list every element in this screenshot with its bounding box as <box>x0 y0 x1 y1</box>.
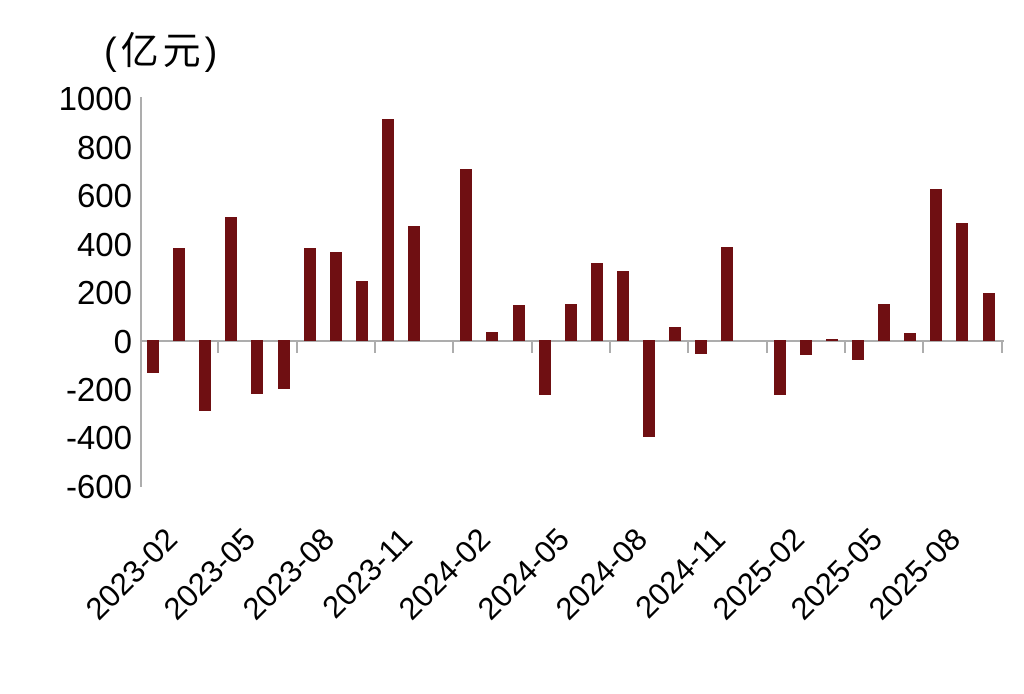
x-axis-tick <box>687 342 690 353</box>
y-axis-label--200: -200 <box>65 370 132 408</box>
bar-2023-07 <box>277 340 290 389</box>
chart-unit-label: (亿元) <box>104 31 222 73</box>
y-axis-label-0: 0 <box>113 322 132 360</box>
bar-2025-09 <box>956 222 969 342</box>
x-axis-tick <box>530 342 533 353</box>
bar-2024-09 <box>643 340 656 438</box>
bar-2023-06 <box>251 340 264 394</box>
bar-2023-12 <box>408 226 421 342</box>
x-axis-tick <box>1000 342 1003 353</box>
x-axis-tick <box>452 342 455 353</box>
bar-2023-02 <box>147 340 160 373</box>
y-axis-label--400: -400 <box>65 419 132 457</box>
bar-2025-03 <box>799 340 812 355</box>
x-axis-tick <box>608 342 611 353</box>
bar-2024-04 <box>512 305 525 342</box>
x-axis-tick <box>373 342 376 353</box>
x-axis-tick <box>295 342 298 353</box>
x-axis-tick <box>217 342 220 353</box>
x-axis-tick <box>765 342 768 353</box>
bar-2024-12 <box>721 247 734 342</box>
y-axis-label--600: -600 <box>65 467 132 505</box>
bar-2024-07 <box>590 262 603 342</box>
bar-2023-11 <box>382 118 395 342</box>
y-axis-label-600: 600 <box>76 177 132 215</box>
bar-2024-02 <box>460 169 473 342</box>
bar-2025-08 <box>930 188 943 342</box>
bar-2025-02 <box>773 340 786 395</box>
bar-2023-05 <box>225 216 238 342</box>
x-axis-tick <box>922 342 925 353</box>
y-axis-label-200: 200 <box>76 274 132 312</box>
bar-2025-05 <box>852 340 865 360</box>
bar-2023-09 <box>329 251 342 342</box>
bar-2023-04 <box>199 340 212 411</box>
bar-2024-11 <box>695 340 708 354</box>
bar-2024-10 <box>669 326 682 342</box>
bar-2023-10 <box>355 280 368 342</box>
bar-2025-04 <box>825 339 838 342</box>
bar-2023-03 <box>173 248 186 342</box>
y-axis-line <box>140 97 142 487</box>
bar-2025-06 <box>878 303 891 342</box>
bar-2025-10 <box>982 293 995 342</box>
x-axis-tick <box>843 342 846 353</box>
bar-2024-06 <box>564 303 577 342</box>
y-axis-label-1000: 1000 <box>58 80 132 118</box>
bar-2024-03 <box>486 331 499 342</box>
bar-2024-05 <box>538 340 551 395</box>
bar-2024-08 <box>617 271 630 342</box>
y-axis-label-800: 800 <box>76 128 132 166</box>
bar-2023-08 <box>303 248 316 342</box>
bar-2025-07 <box>904 333 917 342</box>
y-axis-label-400: 400 <box>76 225 132 263</box>
